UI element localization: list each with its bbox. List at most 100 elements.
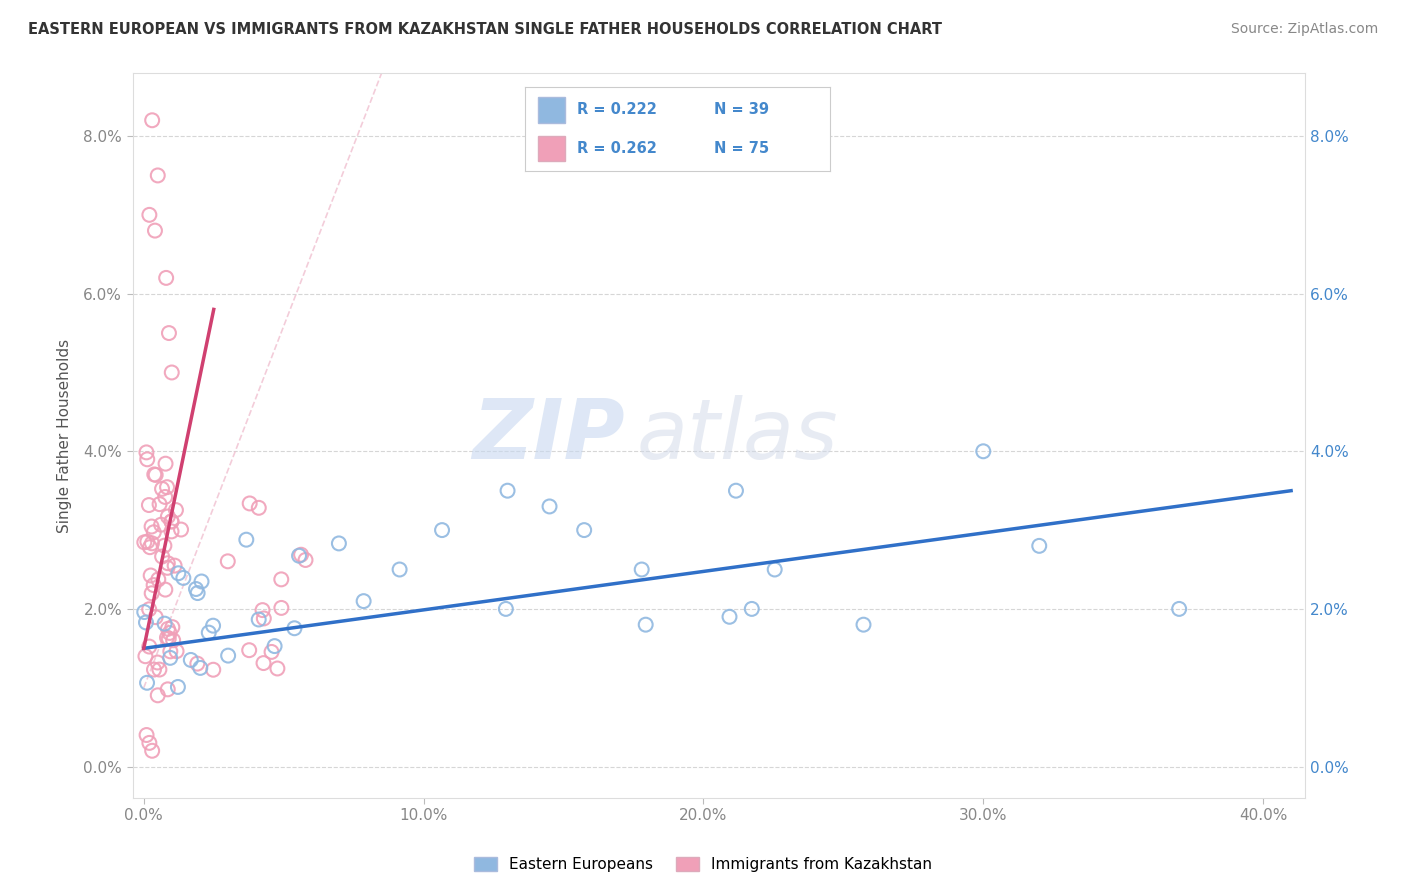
Legend: Eastern Europeans, Immigrants from Kazakhstan: Eastern Europeans, Immigrants from Kazak… xyxy=(467,849,939,880)
Point xyxy=(156,556,179,570)
Point xyxy=(260,645,283,659)
Point xyxy=(167,680,190,694)
Point xyxy=(142,578,165,592)
Point xyxy=(266,661,288,675)
Point xyxy=(145,610,167,624)
Point xyxy=(290,548,312,562)
Point xyxy=(145,467,167,482)
Point xyxy=(160,524,183,539)
Point xyxy=(143,663,166,677)
Point xyxy=(160,366,183,380)
Point xyxy=(1028,539,1050,553)
Point xyxy=(167,566,190,581)
Point xyxy=(159,644,181,658)
Point xyxy=(328,536,350,550)
Point xyxy=(160,515,183,529)
Point xyxy=(157,632,180,646)
Point xyxy=(572,523,595,537)
Point xyxy=(159,626,181,640)
Point xyxy=(157,326,180,340)
Point xyxy=(138,736,160,750)
Point xyxy=(159,651,181,665)
Point xyxy=(187,586,209,600)
Point xyxy=(252,603,274,617)
Point xyxy=(763,562,786,576)
Point xyxy=(741,602,763,616)
Point xyxy=(146,656,169,670)
Text: Source: ZipAtlas.com: Source: ZipAtlas.com xyxy=(1230,22,1378,37)
Point xyxy=(353,594,375,608)
Point xyxy=(170,523,193,537)
Point xyxy=(135,445,157,459)
Point xyxy=(388,562,411,576)
Point xyxy=(172,571,194,585)
Point xyxy=(165,503,187,517)
Point xyxy=(134,649,156,664)
Y-axis label: Single Father Households: Single Father Households xyxy=(58,338,72,533)
Point xyxy=(1168,602,1191,616)
Text: atlas: atlas xyxy=(637,395,838,476)
Point xyxy=(217,648,239,663)
Point xyxy=(288,549,311,563)
Point xyxy=(156,480,179,494)
Point xyxy=(136,452,159,467)
Point xyxy=(146,169,169,183)
Point xyxy=(135,728,157,742)
Point xyxy=(148,573,170,587)
Point xyxy=(188,661,211,675)
Text: EASTERN EUROPEAN VS IMMIGRANTS FROM KAZAKHSTAN SINGLE FATHER HOUSEHOLDS CORRELAT: EASTERN EUROPEAN VS IMMIGRANTS FROM KAZA… xyxy=(28,22,942,37)
Point xyxy=(634,617,657,632)
Point xyxy=(138,640,160,654)
Point xyxy=(138,208,160,222)
Point xyxy=(430,523,453,537)
Point xyxy=(162,620,184,634)
Point xyxy=(202,663,225,677)
Point xyxy=(146,689,169,703)
Point xyxy=(283,621,305,635)
Point xyxy=(139,568,162,582)
Point xyxy=(142,525,165,540)
Point xyxy=(134,535,156,549)
Point xyxy=(138,602,160,616)
Point xyxy=(247,500,270,515)
Point xyxy=(141,519,163,533)
Point xyxy=(217,554,239,568)
Point xyxy=(197,625,219,640)
Point xyxy=(141,113,163,128)
Point xyxy=(263,639,285,653)
Point xyxy=(270,573,292,587)
Point xyxy=(153,616,176,631)
Point xyxy=(180,653,202,667)
Point xyxy=(155,271,177,285)
Point xyxy=(202,618,225,632)
Point xyxy=(134,605,156,619)
Point xyxy=(155,457,177,471)
Point xyxy=(294,553,316,567)
Point xyxy=(156,509,179,524)
Point xyxy=(239,496,262,510)
Point xyxy=(136,534,159,549)
Point xyxy=(270,601,292,615)
Point xyxy=(153,490,176,504)
Point xyxy=(150,482,173,496)
Point xyxy=(156,561,179,575)
Point xyxy=(143,224,166,238)
Point xyxy=(156,682,179,697)
Point xyxy=(148,497,170,511)
Point xyxy=(247,613,270,627)
Point xyxy=(141,536,163,550)
Point xyxy=(162,633,184,648)
Point xyxy=(852,617,875,632)
Point xyxy=(156,622,179,636)
Point xyxy=(155,582,177,597)
Point xyxy=(135,615,157,630)
Point xyxy=(538,500,561,514)
Point xyxy=(184,582,207,596)
Point xyxy=(143,467,166,482)
Point xyxy=(718,609,741,624)
Point xyxy=(138,498,160,512)
Point xyxy=(163,558,186,573)
Point xyxy=(238,643,260,657)
Point xyxy=(253,611,276,625)
Point xyxy=(972,444,994,458)
